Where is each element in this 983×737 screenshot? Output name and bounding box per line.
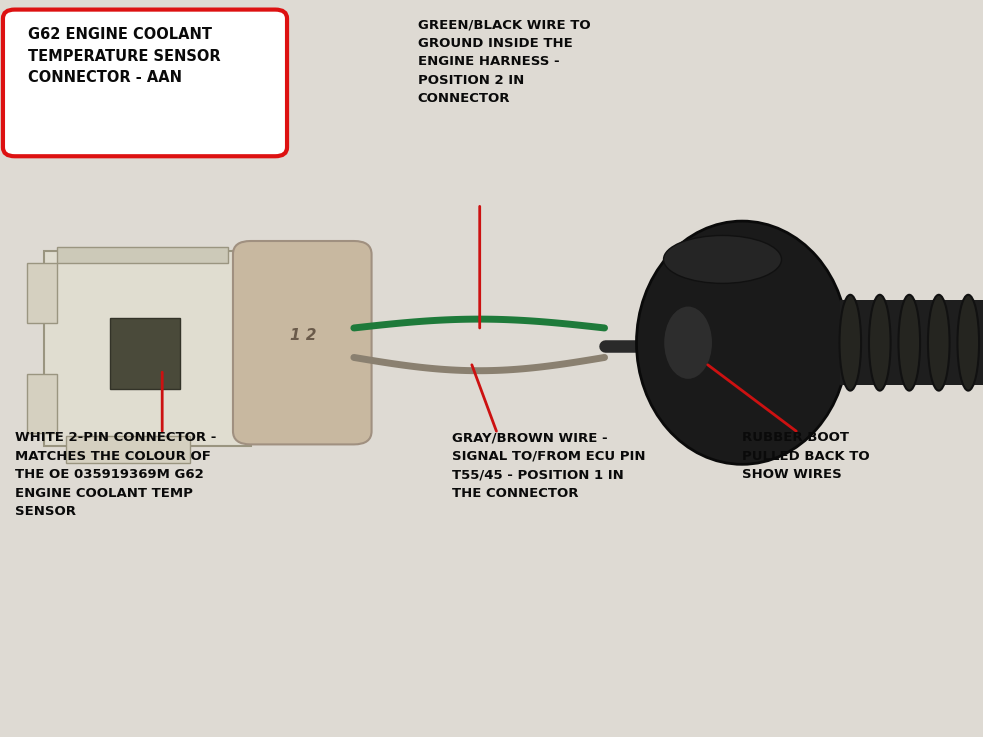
FancyBboxPatch shape xyxy=(57,247,228,263)
Ellipse shape xyxy=(869,295,891,391)
FancyBboxPatch shape xyxy=(44,251,251,446)
Text: G62 ENGINE COOLANT
TEMPERATURE SENSOR
CONNECTOR - AAN: G62 ENGINE COOLANT TEMPERATURE SENSOR CO… xyxy=(28,27,220,85)
Ellipse shape xyxy=(928,295,950,391)
Text: 1 2: 1 2 xyxy=(290,328,316,343)
Ellipse shape xyxy=(898,295,920,391)
Ellipse shape xyxy=(637,221,847,464)
Ellipse shape xyxy=(664,306,713,380)
Text: GREEN/BLACK WIRE TO
GROUND INSIDE THE
ENGINE HARNESS -
POSITION 2 IN
CONNECTOR: GREEN/BLACK WIRE TO GROUND INSIDE THE EN… xyxy=(418,18,591,105)
Ellipse shape xyxy=(839,295,861,391)
FancyBboxPatch shape xyxy=(233,241,372,444)
Text: RUBBER BOOT
PULLED BACK TO
SHOW WIRES: RUBBER BOOT PULLED BACK TO SHOW WIRES xyxy=(742,431,870,481)
FancyBboxPatch shape xyxy=(66,436,190,463)
Text: WHITE 2-PIN CONNECTOR -
MATCHES THE COLOUR OF
THE OE 035919369M G62
ENGINE COOLA: WHITE 2-PIN CONNECTOR - MATCHES THE COLO… xyxy=(15,431,216,518)
FancyBboxPatch shape xyxy=(27,263,57,323)
FancyBboxPatch shape xyxy=(110,318,180,389)
Text: GRAY/BROWN WIRE -
SIGNAL TO/FROM ECU PIN
T55/45 - POSITION 1 IN
THE CONNECTOR: GRAY/BROWN WIRE - SIGNAL TO/FROM ECU PIN… xyxy=(452,431,646,500)
FancyBboxPatch shape xyxy=(3,10,287,156)
Ellipse shape xyxy=(664,236,781,283)
FancyBboxPatch shape xyxy=(27,374,57,433)
Ellipse shape xyxy=(957,295,979,391)
Bar xyxy=(840,300,983,385)
